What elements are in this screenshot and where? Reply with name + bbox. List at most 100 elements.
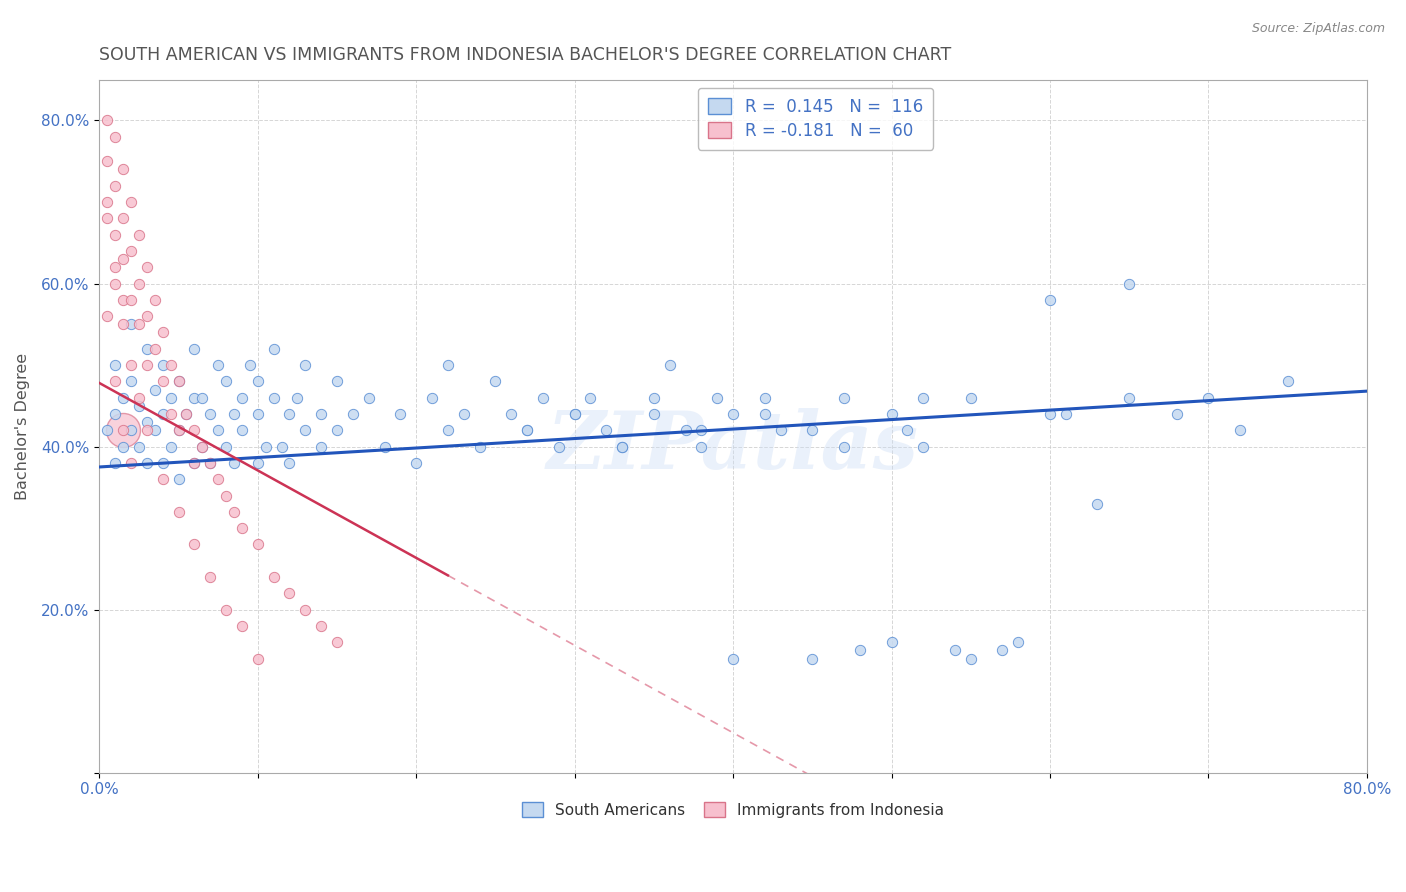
Point bbox=[612, 440, 634, 454]
Point bbox=[263, 342, 285, 356]
Point bbox=[207, 358, 229, 372]
Point bbox=[1118, 391, 1140, 405]
Point bbox=[278, 456, 301, 470]
Point bbox=[420, 391, 443, 405]
Point bbox=[104, 178, 127, 193]
Point bbox=[135, 456, 157, 470]
Point bbox=[278, 407, 301, 421]
Y-axis label: Bachelor's Degree: Bachelor's Degree bbox=[15, 352, 30, 500]
Point bbox=[595, 423, 617, 437]
Point bbox=[1039, 407, 1062, 421]
Point bbox=[152, 375, 174, 389]
Text: ZIPatlas: ZIPatlas bbox=[547, 409, 920, 486]
Text: SOUTH AMERICAN VS IMMIGRANTS FROM INDONESIA BACHELOR'S DEGREE CORRELATION CHART: SOUTH AMERICAN VS IMMIGRANTS FROM INDONE… bbox=[100, 46, 952, 64]
Point bbox=[278, 586, 301, 600]
Point bbox=[112, 293, 135, 307]
Point bbox=[120, 423, 142, 437]
Point bbox=[754, 407, 776, 421]
Point bbox=[176, 407, 198, 421]
Point bbox=[191, 440, 214, 454]
Point bbox=[159, 358, 181, 372]
Point bbox=[183, 456, 205, 470]
Point bbox=[516, 423, 538, 437]
Text: Source: ZipAtlas.com: Source: ZipAtlas.com bbox=[1251, 22, 1385, 36]
Point bbox=[721, 651, 744, 665]
Point bbox=[120, 244, 142, 258]
Point bbox=[96, 154, 118, 169]
Point bbox=[357, 391, 380, 405]
Point bbox=[246, 407, 269, 421]
Point bbox=[1277, 375, 1299, 389]
Point bbox=[104, 358, 127, 372]
Point bbox=[239, 358, 262, 372]
Point bbox=[152, 472, 174, 486]
Point bbox=[643, 407, 665, 421]
Point bbox=[167, 472, 190, 486]
Point bbox=[104, 407, 127, 421]
Point bbox=[207, 472, 229, 486]
Point bbox=[1118, 277, 1140, 291]
Point bbox=[564, 407, 586, 421]
Point bbox=[547, 440, 569, 454]
Point bbox=[706, 391, 728, 405]
Point bbox=[912, 440, 935, 454]
Point bbox=[231, 521, 253, 535]
Point bbox=[342, 407, 364, 421]
Point bbox=[167, 423, 190, 437]
Point bbox=[309, 440, 332, 454]
Point bbox=[880, 635, 903, 649]
Point bbox=[912, 391, 935, 405]
Point bbox=[959, 651, 981, 665]
Point bbox=[183, 391, 205, 405]
Point bbox=[222, 505, 245, 519]
Point bbox=[96, 309, 118, 323]
Point bbox=[263, 391, 285, 405]
Point bbox=[128, 318, 150, 332]
Point bbox=[183, 456, 205, 470]
Point bbox=[120, 293, 142, 307]
Point bbox=[959, 391, 981, 405]
Point bbox=[215, 375, 238, 389]
Point bbox=[120, 375, 142, 389]
Point bbox=[152, 326, 174, 340]
Point bbox=[112, 423, 135, 437]
Point bbox=[183, 342, 205, 356]
Point bbox=[326, 635, 349, 649]
Point bbox=[128, 277, 150, 291]
Point bbox=[373, 440, 395, 454]
Point bbox=[207, 423, 229, 437]
Point bbox=[167, 375, 190, 389]
Point bbox=[943, 643, 966, 657]
Point bbox=[104, 375, 127, 389]
Point bbox=[120, 456, 142, 470]
Point bbox=[215, 489, 238, 503]
Point bbox=[135, 309, 157, 323]
Point bbox=[326, 375, 349, 389]
Point bbox=[675, 423, 697, 437]
Point bbox=[135, 415, 157, 429]
Point bbox=[1039, 293, 1062, 307]
Point bbox=[531, 391, 554, 405]
Point bbox=[167, 423, 190, 437]
Point bbox=[516, 423, 538, 437]
Point bbox=[309, 407, 332, 421]
Point bbox=[152, 407, 174, 421]
Point bbox=[96, 423, 118, 437]
Point bbox=[112, 423, 135, 437]
Point bbox=[231, 619, 253, 633]
Point bbox=[112, 252, 135, 266]
Point bbox=[128, 440, 150, 454]
Point bbox=[294, 423, 316, 437]
Point bbox=[453, 407, 475, 421]
Point bbox=[612, 440, 634, 454]
Point bbox=[215, 602, 238, 616]
Point bbox=[104, 260, 127, 275]
Point bbox=[1054, 407, 1077, 421]
Point bbox=[896, 423, 918, 437]
Point bbox=[128, 227, 150, 242]
Point bbox=[112, 211, 135, 226]
Point bbox=[96, 211, 118, 226]
Point bbox=[135, 423, 157, 437]
Point bbox=[801, 423, 824, 437]
Point bbox=[120, 358, 142, 372]
